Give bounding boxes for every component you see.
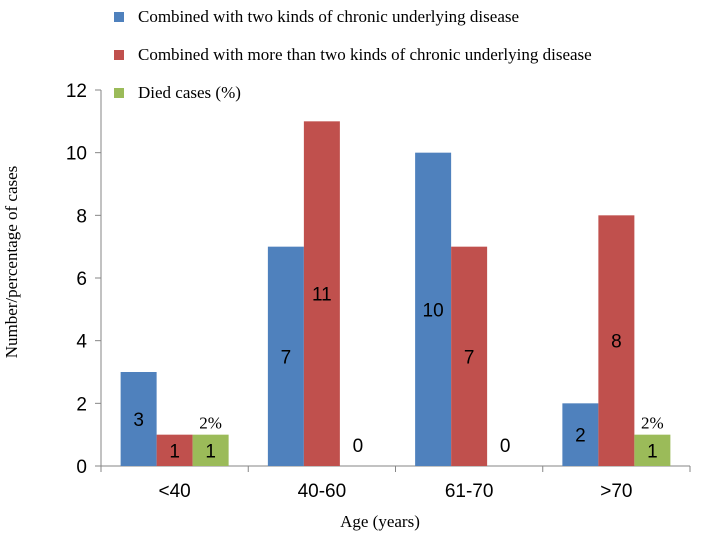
legend-label: Died cases (%) xyxy=(138,83,241,102)
data-label: 1 xyxy=(205,441,216,462)
y-tick-label: 4 xyxy=(76,332,87,353)
bar xyxy=(120,372,157,466)
data-label: 1 xyxy=(647,441,658,462)
legend-swatch xyxy=(114,50,124,60)
y-tick-label: 2 xyxy=(76,394,87,415)
data-label: 11 xyxy=(312,285,332,306)
bar xyxy=(156,434,193,466)
data-label: 2 xyxy=(575,426,586,447)
x-tick-label: 61-70 xyxy=(445,481,494,502)
x-axis: <40 40-60 61-70 >70 xyxy=(100,465,691,502)
legend-swatch xyxy=(114,88,124,98)
bar xyxy=(303,121,340,466)
y-tick-label: 8 xyxy=(76,206,87,227)
y-tick-label: 6 xyxy=(76,269,87,290)
annotation-label: 2% xyxy=(641,414,664,433)
bar xyxy=(415,152,452,466)
y-axis: 0 2 4 6 8 10 12 xyxy=(66,81,102,478)
bar xyxy=(562,403,599,466)
x-axis-label: Age (years) xyxy=(340,512,420,531)
legend: Combined with two kinds of chronic under… xyxy=(114,7,592,102)
legend-swatch xyxy=(114,12,124,22)
data-label: 7 xyxy=(464,347,475,368)
data-label: 7 xyxy=(281,347,292,368)
data-label: 1 xyxy=(169,441,180,462)
bar xyxy=(192,434,229,466)
bar xyxy=(267,246,304,466)
data-label: 8 xyxy=(611,332,622,353)
legend-label: Combined with more than two kinds of chr… xyxy=(138,45,592,64)
data-label: 3 xyxy=(133,410,144,431)
data-label: 0 xyxy=(353,436,364,457)
bar xyxy=(598,215,635,466)
bars xyxy=(120,121,671,466)
annotation-label: 2% xyxy=(199,414,222,433)
legend-label: Combined with two kinds of chronic under… xyxy=(138,7,519,26)
x-tick-label: <40 xyxy=(159,481,191,502)
x-tick-label: 40-60 xyxy=(298,481,347,502)
data-label: 0 xyxy=(500,436,511,457)
bar xyxy=(451,246,488,466)
y-tick-label: 12 xyxy=(66,81,87,102)
y-tick-label: 10 xyxy=(66,144,87,165)
bar xyxy=(634,434,671,466)
data-label: 10 xyxy=(423,300,444,321)
y-tick-label: 0 xyxy=(76,457,87,478)
y-axis-label: Number/percentage of cases xyxy=(2,166,21,359)
x-tick-label: >70 xyxy=(600,481,632,502)
